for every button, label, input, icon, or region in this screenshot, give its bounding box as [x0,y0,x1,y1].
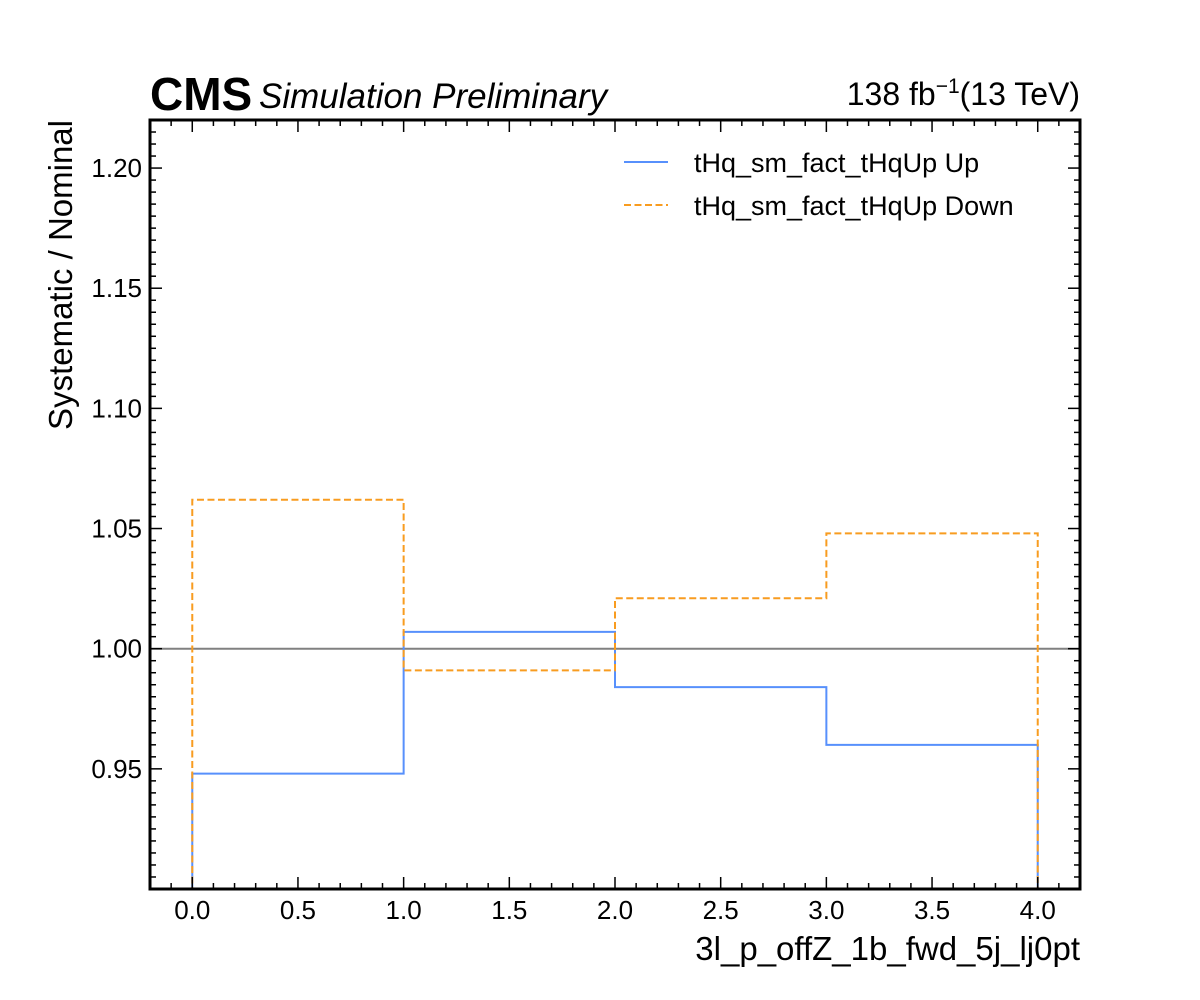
x-tick-label: 3.5 [914,895,950,925]
legend-label-0: tHq_sm_fact_tHqUp Up [694,148,979,178]
lumi-exponent: −1 [936,75,960,98]
lumi-energy: (13 TeV) [960,76,1080,112]
chart-header: CMS Simulation Preliminary 138 fb−1(13 T… [150,68,1080,120]
y-axis-label: Systematic / Nominal [42,120,79,430]
legend: tHq_sm_fact_tHqUp Up tHq_sm_fact_tHqUp Do… [624,148,1014,221]
x-tick-label: 4.0 [1020,895,1056,925]
y-tick-label: 1.05 [91,514,142,544]
lumi-label: 138 fb−1(13 TeV) [847,75,1080,112]
x-tick-label: 0.5 [280,895,316,925]
x-tick-label: 2.0 [597,895,633,925]
y-tick-label: 0.95 [91,754,142,784]
status-label: Simulation Preliminary [259,77,610,116]
x-axis-label: 3l_p_offZ_1b_fwd_5j_lj0pt [695,930,1080,967]
experiment-label: CMS [150,68,252,120]
x-tick-label: 1.5 [491,895,527,925]
ticks-layer: 0.0 0.5 1.0 1.5 2.0 2.5 3.0 3.5 4.0 0.95 1.00 1.05 1… [91,119,1081,925]
y-tick-label: 1.15 [91,273,142,303]
x-tick-label: 1.0 [386,895,422,925]
series-line-1 [191,498,1039,889]
y-tick-label: 1.20 [91,153,142,183]
x-tick-label: 2.5 [703,895,739,925]
data-layer [150,498,1080,889]
plot-frame [148,118,1082,891]
y-tick-label: 1.10 [91,393,142,423]
y-tick-label: 1.00 [91,634,142,664]
lumi-value: 138 fb [847,76,936,112]
legend-label-1: tHq_sm_fact_tHqUp Down [694,191,1014,221]
x-tick-label: 0.0 [174,895,210,925]
x-tick-label: 3.0 [808,895,844,925]
